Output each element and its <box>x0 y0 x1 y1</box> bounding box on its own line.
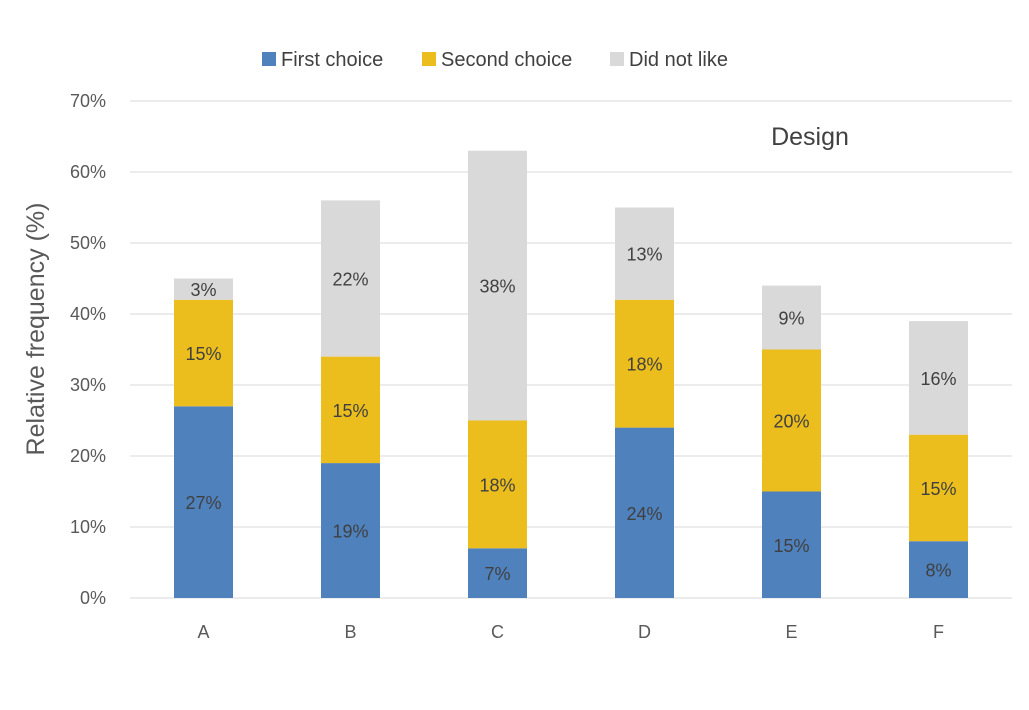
bar-segment-second-choice <box>762 349 821 492</box>
bar-segment-did-not-like <box>468 150 527 421</box>
bar-segment-first-choice <box>321 463 380 598</box>
x-tick-label: B <box>344 622 356 642</box>
y-tick-label: 70% <box>70 91 106 111</box>
data-label: 3% <box>190 280 216 300</box>
bar-segment-second-choice <box>468 420 527 549</box>
y-tick-label: 30% <box>70 375 106 395</box>
data-labels: 27% 15% 3% 19% 15% 22% 7% 18% 38% 24% 18% 13% 15% 20%… <box>185 245 956 585</box>
bar-segment-first-choice <box>615 427 674 598</box>
data-label: 15% <box>332 401 368 421</box>
bar-segment-first-choice <box>909 541 968 598</box>
bar-segment-second-choice <box>909 434 968 542</box>
data-label: 22% <box>332 270 368 290</box>
chart-annotation: Design <box>771 123 849 151</box>
gridlines <box>130 100 1012 599</box>
x-axis-tick-labels: A B C D E F <box>197 622 944 642</box>
data-label: 19% <box>332 522 368 542</box>
bar-segment-did-not-like <box>909 321 968 435</box>
x-tick-label: F <box>933 622 944 642</box>
y-tick-label: 0% <box>80 588 106 608</box>
legend-swatch <box>422 52 436 66</box>
x-tick-label: D <box>638 622 651 642</box>
y-tick-label: 20% <box>70 446 106 466</box>
data-label: 7% <box>484 564 510 584</box>
data-label: 16% <box>920 369 956 389</box>
bar-segment-first-choice <box>762 491 821 598</box>
data-label: 15% <box>920 479 956 499</box>
legend-swatch <box>610 52 624 66</box>
legend-label: Second choice <box>441 49 572 71</box>
bar-segment-first-choice <box>468 548 527 598</box>
legend: First choice Second choice Did not like <box>262 49 728 71</box>
y-tick-label: 50% <box>70 233 106 253</box>
data-label: 9% <box>778 309 804 329</box>
y-tick-label: 40% <box>70 304 106 324</box>
bar-segment-first-choice <box>174 406 233 598</box>
legend-swatch <box>262 52 276 66</box>
y-tick-label: 60% <box>70 162 106 182</box>
legend-item: Second choice <box>422 49 572 71</box>
legend-label: First choice <box>281 49 383 71</box>
bar-segment-did-not-like <box>321 200 380 357</box>
x-tick-label: A <box>197 622 209 642</box>
y-axis-title: Relative frequency (%) <box>22 203 50 456</box>
legend-label: Did not like <box>629 49 728 71</box>
data-label: 24% <box>626 504 662 524</box>
bar-segment-did-not-like <box>615 207 674 300</box>
x-tick-label: E <box>785 622 797 642</box>
bar-segment-second-choice <box>615 299 674 428</box>
bar-segment-did-not-like <box>762 285 821 350</box>
data-label: 15% <box>773 536 809 556</box>
bars <box>174 150 968 598</box>
x-tick-label: C <box>491 622 504 642</box>
data-label: 18% <box>626 355 662 375</box>
data-label: 8% <box>925 561 951 581</box>
data-label: 15% <box>185 344 221 364</box>
bar-segment-second-choice <box>174 299 233 407</box>
data-label: 13% <box>626 245 662 265</box>
bar-segment-second-choice <box>321 356 380 464</box>
y-tick-label: 10% <box>70 517 106 537</box>
bar-segment-did-not-like <box>174 278 233 300</box>
data-label: 20% <box>773 412 809 432</box>
y-axis-tick-labels: 0% 10% 20% 30% 40% 50% 60% 70% <box>70 91 106 608</box>
legend-item: First choice <box>262 49 383 71</box>
data-label: 38% <box>479 277 515 297</box>
data-label: 18% <box>479 475 515 495</box>
legend-item: Did not like <box>610 49 728 71</box>
data-label: 27% <box>185 493 221 513</box>
